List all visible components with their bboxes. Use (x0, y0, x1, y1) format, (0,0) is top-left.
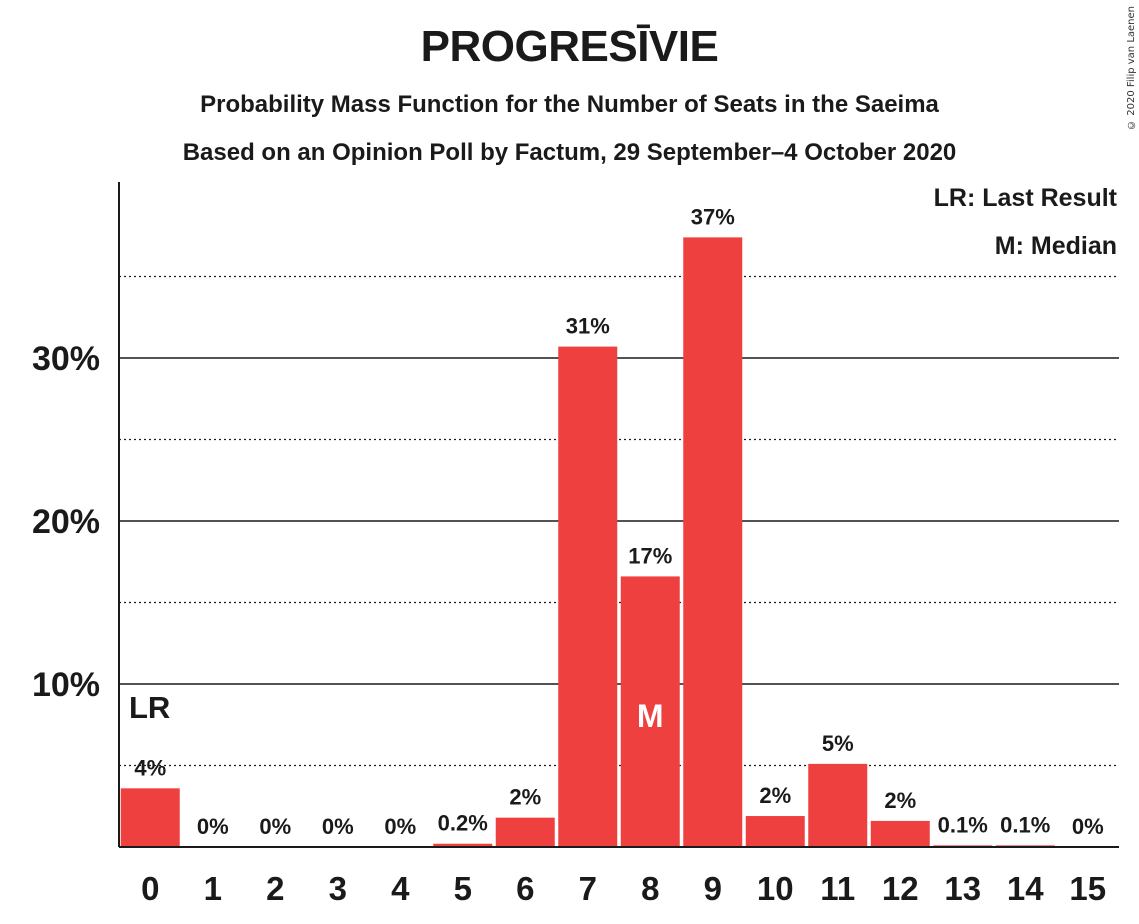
chart-subtitle-source: Based on an Opinion Poll by Factum, 29 S… (182, 139, 957, 166)
data-label: 0% (1072, 814, 1104, 839)
bar-seat-0 (120, 788, 180, 847)
chart-title: PROGRESĪVIE (420, 22, 719, 71)
data-label: 37% (691, 204, 735, 229)
bar-seat-10 (745, 816, 805, 847)
y-tick-label: 10% (32, 666, 100, 704)
data-label: 0% (259, 814, 291, 839)
x-tick-label: 4 (391, 870, 410, 907)
data-label: 0.1% (1000, 812, 1050, 837)
data-label: 0% (384, 814, 416, 839)
data-label: 5% (822, 731, 854, 756)
bar-seat-11 (808, 763, 868, 847)
x-tick-label: 14 (1007, 870, 1044, 907)
bar-seat-5 (433, 843, 493, 847)
data-label: 2% (759, 783, 791, 808)
data-label: 0.2% (438, 811, 488, 836)
x-tick-label: 13 (944, 870, 981, 907)
x-tick-label: 6 (516, 870, 534, 907)
bar-seat-7 (558, 346, 618, 847)
x-tick-label: 11 (820, 870, 855, 907)
x-tick-label: 12 (882, 870, 919, 907)
y-tick-label: 30% (32, 340, 100, 378)
x-tick-label: 5 (454, 870, 472, 907)
data-label: 2% (884, 788, 916, 813)
x-tick-label: 10 (757, 870, 794, 907)
median-marker: M (637, 698, 664, 734)
legend-last-result: LR: Last Result (933, 184, 1117, 212)
bar-seat-6 (495, 817, 555, 847)
data-label: 31% (566, 314, 610, 339)
x-tick-label: 7 (579, 870, 597, 907)
y-tick-label: 20% (32, 503, 100, 541)
data-label: 17% (628, 543, 672, 568)
x-tick-label: 0 (141, 870, 159, 907)
last-result-marker: LR (129, 690, 170, 725)
x-tick-label: 2 (266, 870, 284, 907)
data-label: 2% (509, 785, 541, 810)
data-label: 0% (197, 814, 229, 839)
x-tick-label: 15 (1069, 870, 1106, 907)
x-tick-label: 3 (329, 870, 347, 907)
chart-subtitle-method: Probability Mass Function for the Number… (200, 91, 939, 118)
bar-seat-12 (870, 820, 930, 847)
x-tick-label: 8 (641, 870, 659, 907)
bar-seat-8 (620, 576, 680, 847)
data-label: 4% (134, 755, 166, 780)
legend-median: M: Median (994, 232, 1117, 260)
bar-seat-9 (683, 237, 743, 847)
x-tick-label: 9 (704, 870, 722, 907)
data-label: 0.1% (938, 812, 988, 837)
data-label: 0% (322, 814, 354, 839)
x-tick-label: 1 (204, 870, 222, 907)
